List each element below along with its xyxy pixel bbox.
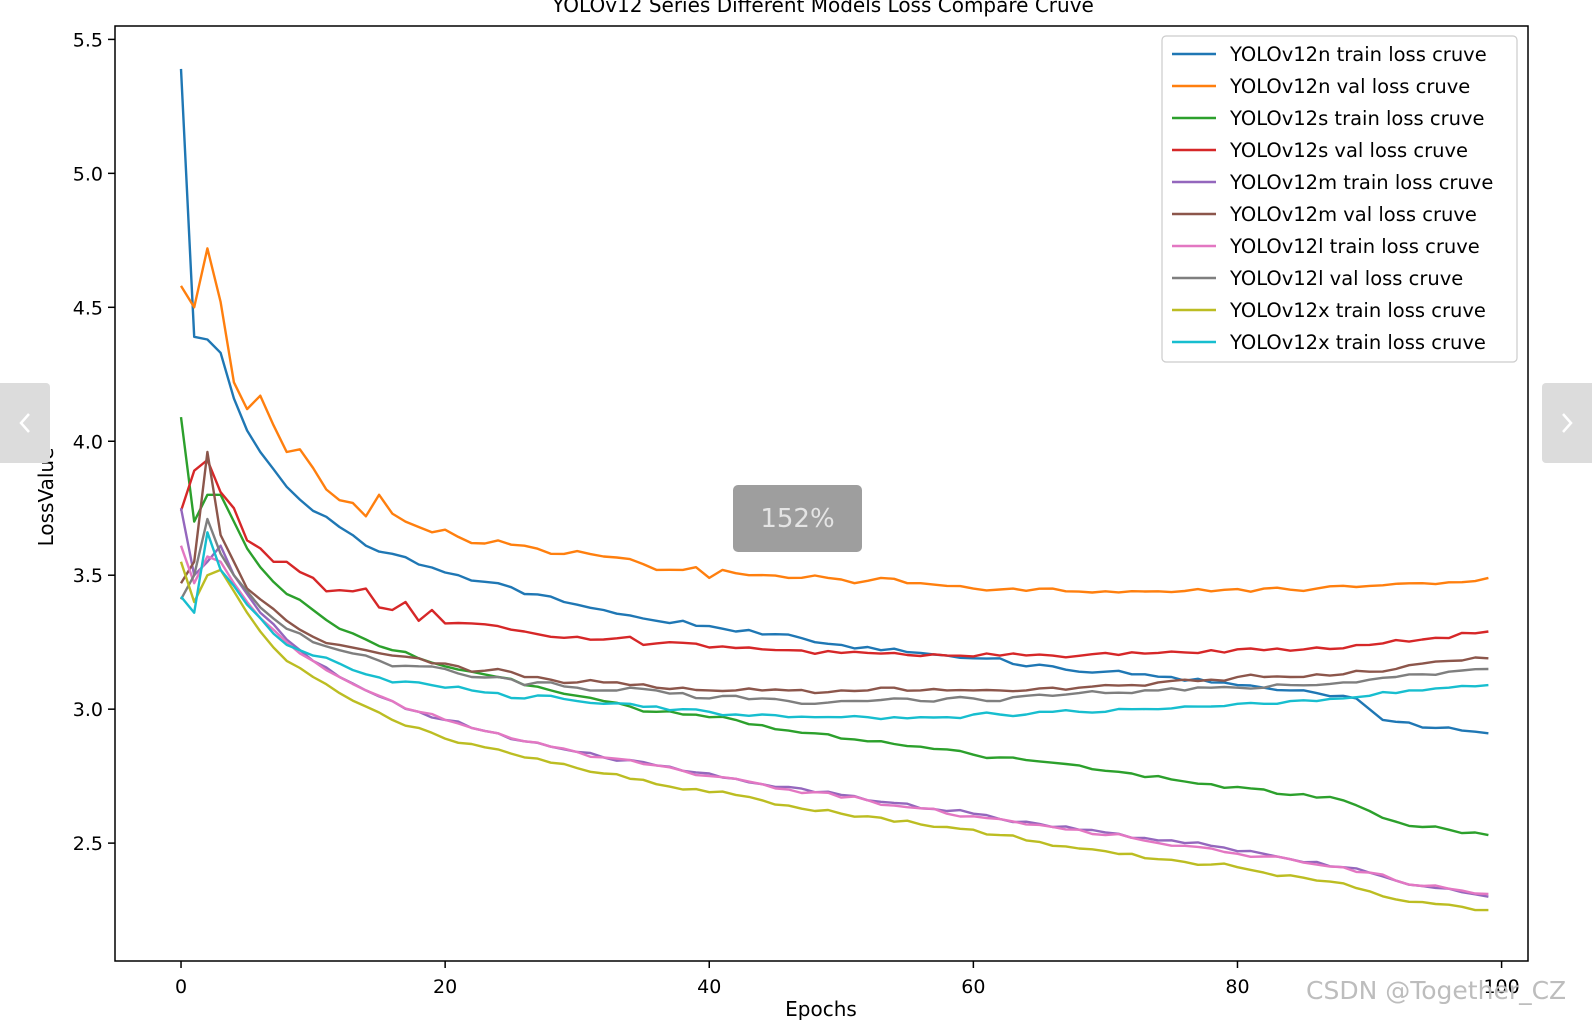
previous-image-button[interactable] (0, 383, 50, 463)
x-tick-label: 0 (175, 976, 187, 998)
legend-label: YOLOv12x train loss cruve (1229, 331, 1486, 354)
legend-label: YOLOv12l train loss cruve (1229, 235, 1480, 258)
x-tick-label: 20 (433, 976, 457, 998)
next-image-button[interactable] (1542, 383, 1592, 463)
chart-title: YOLOv12 Series Different Models Loss Com… (551, 0, 1094, 17)
y-tick-label: 5.0 (73, 163, 103, 185)
y-axis-label: LossValue (34, 448, 58, 547)
x-tick-label: 40 (697, 976, 721, 998)
legend-label: YOLOv12x train loss cruve (1229, 299, 1486, 322)
legend-box (1161, 35, 1518, 363)
series-line-10 (180, 531, 1489, 721)
legend-label: YOLOv12s val loss cruve (1229, 139, 1468, 162)
series-line-3 (179, 416, 1489, 837)
chevron-right-icon (1562, 413, 1573, 433)
chevron-left-icon (19, 413, 30, 433)
legend-label: YOLOv12l val loss cruve (1229, 267, 1463, 290)
y-tick-label: 5.5 (73, 29, 103, 51)
series-lines (179, 68, 1489, 912)
y-tick-label: 3.5 (73, 565, 103, 587)
series-line-6 (179, 450, 1489, 695)
watermark-text: CSDN @Together_CZ (1306, 976, 1567, 1005)
x-axis-label: Epochs (785, 997, 857, 1020)
y-tick-label: 4.5 (73, 297, 103, 319)
series-line-2 (179, 247, 1489, 594)
x-tick-label: 80 (1225, 976, 1249, 998)
x-tick-label: 100 (1483, 976, 1519, 998)
x-tick-label: 60 (961, 976, 985, 998)
series-line-8 (179, 517, 1489, 705)
legend-label: YOLOv12m train loss cruve (1229, 171, 1493, 194)
y-tick-label: 4.0 (73, 431, 103, 453)
series-line-4 (179, 458, 1489, 659)
series-line-9 (179, 561, 1489, 912)
series-line-7 (179, 545, 1489, 896)
axes-ticks: 0 20 40 60 80 100 2.5 3.0 3.5 4.0 4.5 5.0 5.5 (73, 29, 1520, 998)
legend-label: YOLOv12n train loss cruve (1229, 43, 1487, 66)
y-tick-label: 3.0 (73, 699, 103, 721)
legend-label: YOLOv12m val loss cruve (1229, 203, 1477, 226)
legend-label: YOLOv12s train loss cruve (1229, 107, 1485, 130)
zoom-level-indicator: 152% (733, 485, 862, 552)
series-line-1 (179, 68, 1489, 735)
legend-label: YOLOv12n val loss cruve (1229, 75, 1470, 98)
legend: YOLOv12n train loss cruve YOLOv12n val lo… (1161, 35, 1518, 363)
y-tick-label: 2.5 (73, 833, 103, 855)
